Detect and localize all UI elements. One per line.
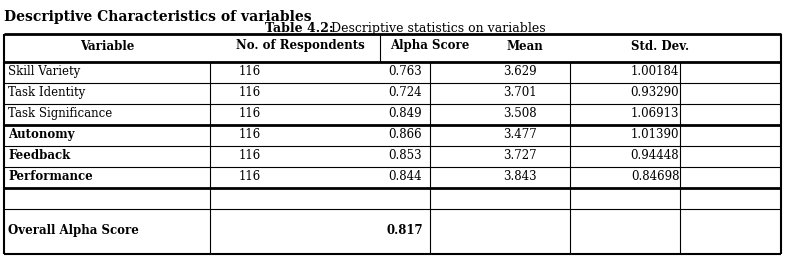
Text: 116: 116 [239, 149, 261, 162]
Text: 1.06913: 1.06913 [631, 107, 679, 120]
Text: 0.84698: 0.84698 [631, 170, 679, 183]
Text: 116: 116 [239, 86, 261, 99]
Text: 1.00184: 1.00184 [631, 65, 679, 78]
Text: Alpha Score: Alpha Score [390, 40, 469, 52]
Text: 0.94448: 0.94448 [630, 149, 679, 162]
Text: Descriptive statistics on variables: Descriptive statistics on variables [327, 22, 546, 35]
Text: Std. Dev.: Std. Dev. [631, 40, 689, 52]
Text: Feedback: Feedback [8, 149, 70, 162]
Text: 3.629: 3.629 [503, 65, 537, 78]
Text: 116: 116 [239, 107, 261, 120]
Text: Mean: Mean [506, 40, 543, 52]
Text: Task Identity: Task Identity [8, 86, 86, 99]
Text: 3.477: 3.477 [503, 128, 537, 141]
Text: 0.763: 0.763 [388, 65, 422, 78]
Text: 0.93290: 0.93290 [630, 86, 679, 99]
Text: 3.508: 3.508 [503, 107, 537, 120]
Text: 0.844: 0.844 [389, 170, 422, 183]
Text: 116: 116 [239, 65, 261, 78]
Text: No. of Respondents: No. of Respondents [236, 40, 364, 52]
Text: 3.843: 3.843 [503, 170, 537, 183]
Text: Autonomy: Autonomy [8, 128, 75, 141]
Text: 0.724: 0.724 [389, 86, 422, 99]
Text: Descriptive Characteristics of variables: Descriptive Characteristics of variables [4, 10, 312, 24]
Text: 0.866: 0.866 [389, 128, 422, 141]
Text: 1.01390: 1.01390 [631, 128, 679, 141]
Text: 116: 116 [239, 128, 261, 141]
Text: 116: 116 [239, 170, 261, 183]
Text: Task Significance: Task Significance [8, 107, 112, 120]
Text: 0.817: 0.817 [387, 224, 423, 237]
Text: 0.849: 0.849 [389, 107, 422, 120]
Text: 3.727: 3.727 [503, 149, 537, 162]
Text: Performance: Performance [8, 170, 93, 183]
Text: 0.853: 0.853 [389, 149, 422, 162]
Text: Variable: Variable [80, 40, 134, 52]
Text: 3.701: 3.701 [503, 86, 537, 99]
Text: Table 4.2:: Table 4.2: [265, 22, 334, 35]
Text: Overall Alpha Score: Overall Alpha Score [8, 224, 139, 237]
Text: Skill Variety: Skill Variety [8, 65, 80, 78]
